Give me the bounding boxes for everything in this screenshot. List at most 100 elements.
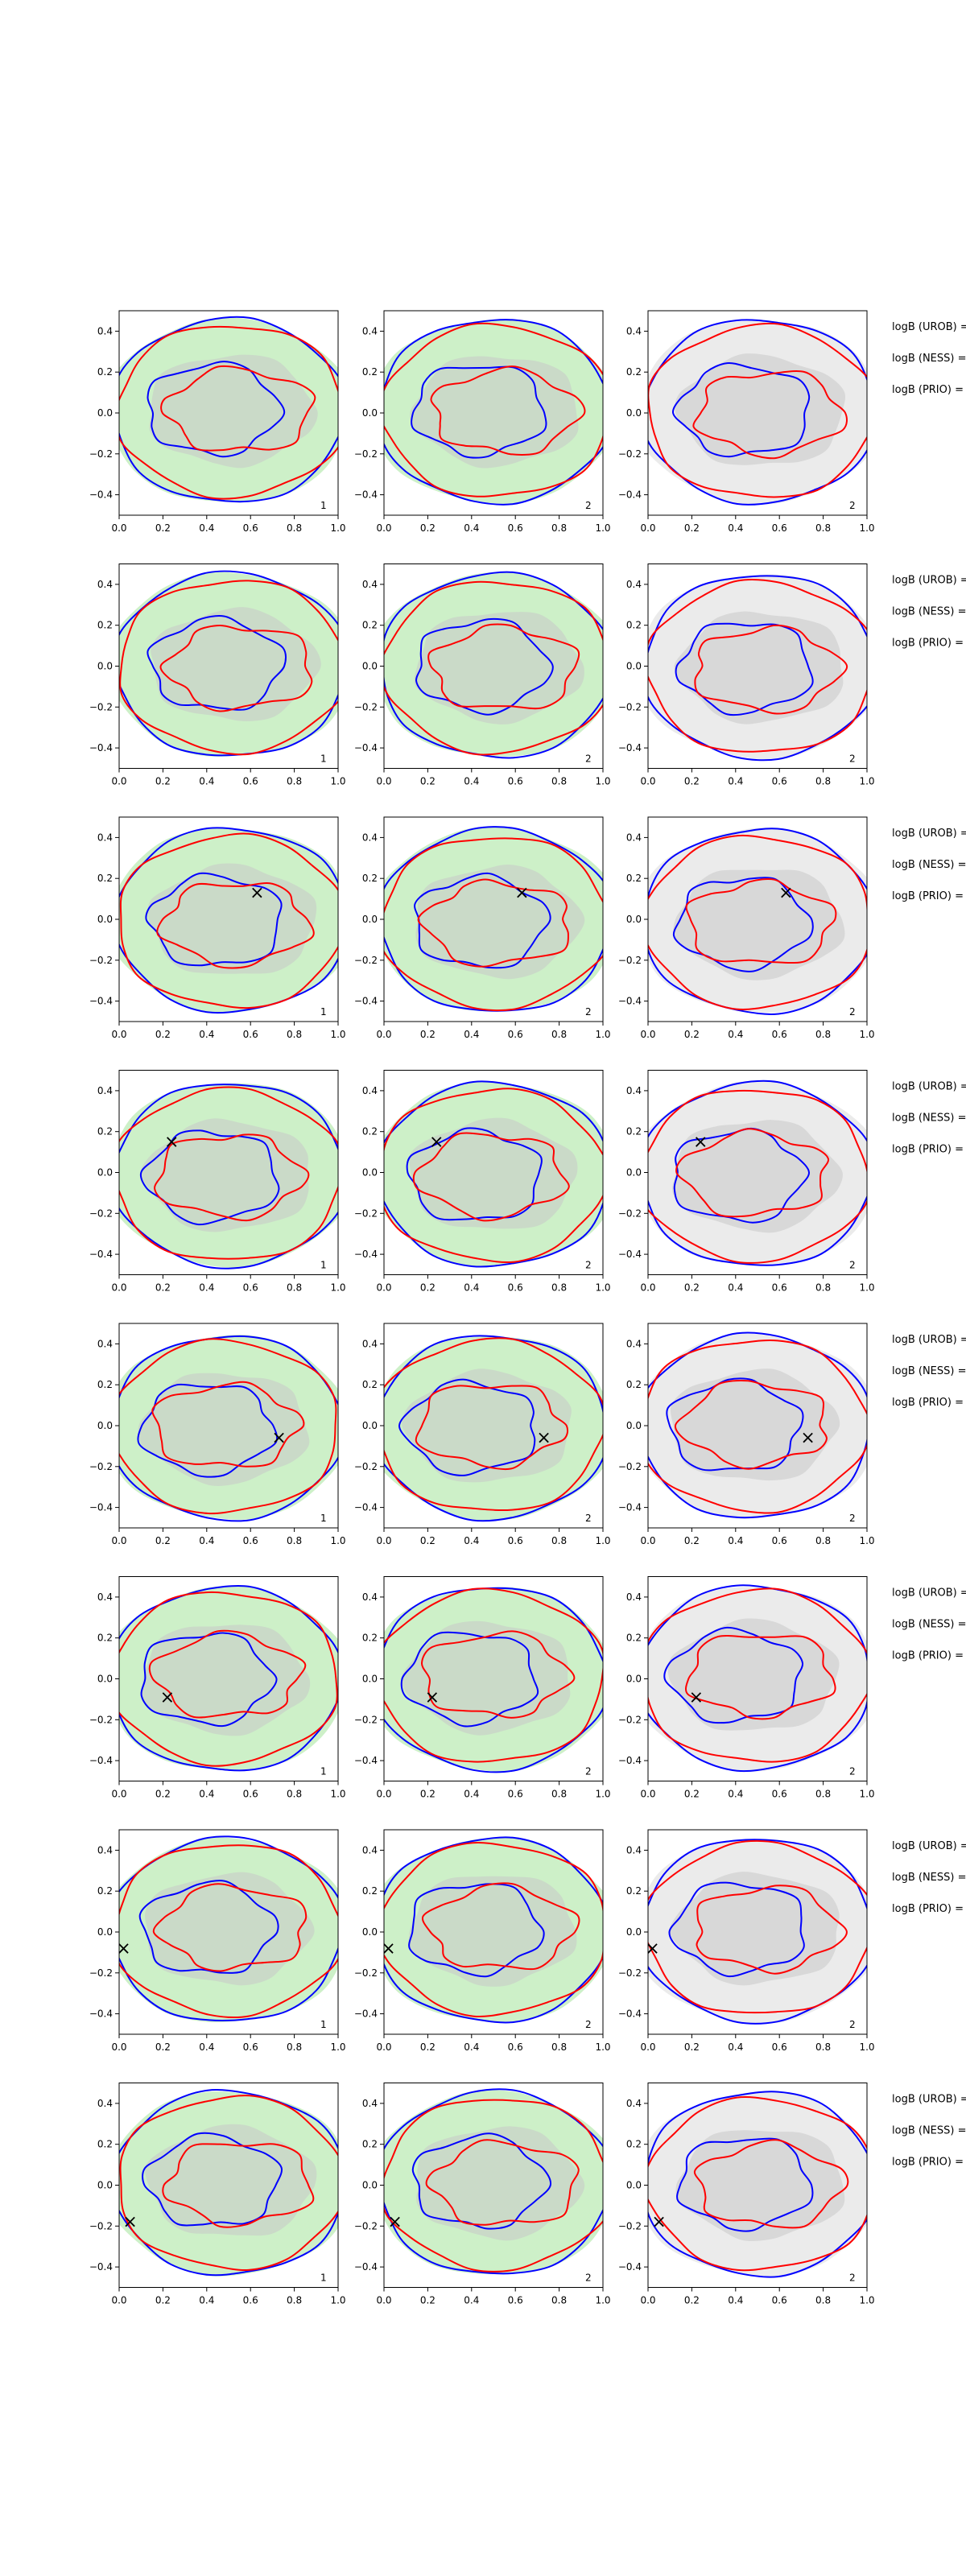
y-tick-label: 0.2 [626,1633,642,1644]
y-tick-label: −0.2 [618,1208,642,1219]
inner-density-region [673,869,845,980]
panel-id-label: 2 [849,1006,856,1018]
panel-id-label: 2 [849,1513,856,1524]
y-tick-label: 0.4 [626,325,642,336]
marker-cross: × [387,2212,402,2232]
y-tick-label: 0.2 [626,1126,642,1137]
plot-area: × [384,1836,603,2024]
x-tick-label: 0.4 [199,1029,214,1040]
plot-area: × [648,1584,867,1773]
contour-outer-series-b [648,834,867,1010]
side-label-2: logB (NESS) = [892,1619,966,1631]
x-tick-label: 0.4 [199,522,214,534]
x-tick-label: 0.2 [684,1789,700,1800]
plot-area: × [648,1331,867,1519]
x-tick-label: 0.8 [551,776,567,787]
inner-density-region [402,1368,572,1483]
contour-inner-series-b [694,624,848,715]
x-tick-label: 0.8 [551,2041,567,2053]
contour-inner-series-a [406,1127,543,1221]
x-tick-label: 0.6 [243,776,258,787]
marker-cross: × [429,1132,444,1152]
y-tick-label: 0.2 [362,1126,378,1137]
panel-r3-c3: × 2 0.0 0.2 0.4 0.6 0.8 1.0 −0.4 −0.2 0.0 0.2 0.4 [618,816,875,1040]
panel-id-label: 2 [585,2273,592,2284]
panel-r7-c2: × 2 0.0 0.2 0.4 0.6 0.8 1.0 −0.4 −0.2 0.0 0.2 0.4 [354,1829,611,2053]
y-tick-label: 0.4 [626,2098,642,2109]
contour-outer-series-b [119,832,338,1009]
contour-outer-series-b [384,1088,603,1264]
x-tick-label: 0.4 [728,522,743,534]
contour-inner-series-b [159,624,313,712]
x-tick-label: 0.2 [684,2295,700,2306]
x-tick-label: 0.0 [111,2295,126,2306]
side-label-1: logB (UROB) = [892,575,966,587]
y-tick-label: −0.2 [89,1208,113,1219]
x-tick-label: 1.0 [595,2295,610,2306]
panel-r3-c1: × 1 0.0 0.2 0.4 0.6 0.8 1.0 −0.4 −0.2 0.0 0.2 0.4 [89,816,346,1040]
x-tick-label: 0.6 [772,1282,787,1294]
x-tick-label: 0.0 [111,1789,126,1800]
panel-r4-c2: × 2 0.0 0.2 0.4 0.6 0.8 1.0 −0.4 −0.2 0.0 0.2 0.4 [354,1070,611,1294]
panel-r6-c3: × 2 0.0 0.2 0.4 0.6 0.8 1.0 −0.4 −0.2 0.0 0.2 0.4 [618,1576,875,1800]
y-tick-label: −0.4 [618,996,642,1007]
side-label-1: logB (UROB) = [892,1334,966,1346]
x-tick-label: 0.6 [508,522,523,534]
x-tick-label: 1.0 [859,2041,874,2053]
y-tick-label: 0.2 [362,1885,378,1897]
y-tick-label: −0.4 [354,1249,378,1260]
x-tick-label: 1.0 [595,776,610,787]
plot-area [384,319,603,506]
x-tick-label: 0.6 [243,2295,258,2306]
panel-id-label: 2 [849,500,856,511]
y-tick-label: 0.0 [626,661,642,672]
contour-inner-series-b [415,1385,569,1471]
y-tick-label: −0.4 [618,2261,642,2273]
x-tick-label: 0.4 [464,776,479,787]
contour-outer-series-a [384,1335,603,1522]
y-tick-label: 0.4 [97,1591,113,1603]
contour-inner-series-b [412,1132,570,1222]
inner-density-region [149,354,318,469]
plot-area [648,574,867,762]
contour-inner-series-b [421,1882,580,1971]
panel-row-2: 1 0.0 0.2 0.4 0.6 0.8 1.0 −0.4 −0.2 0.0 0.2 0.4 2 0.0… [89,564,966,787]
contour-outer-series-b [384,1587,603,1763]
panel-row-8: × 1 0.0 0.2 0.4 0.6 0.8 1.0 −0.4 −0.2 0.0 0.2 0.4 × 2 0… [89,2083,966,2306]
x-tick-label: 0.6 [508,1789,523,1800]
y-tick-label: −0.4 [618,1755,642,1766]
y-tick-label: 0.2 [362,366,378,378]
plot-area: × [119,827,338,1014]
contour-outer-series-a [384,2088,603,2275]
x-tick-label: 0.2 [420,522,436,534]
x-tick-label: 0.8 [551,1029,567,1040]
plot-area: × [119,1835,338,2023]
x-tick-label: 1.0 [595,522,610,534]
y-tick-label: 0.2 [97,1126,113,1137]
plot-area: × [384,1587,603,1773]
x-tick-label: 1.0 [595,1789,610,1800]
contour-inner-series-b [160,365,316,452]
contour-inner-series-a [668,1881,805,1978]
x-tick-label: 0.2 [684,2041,700,2053]
y-tick-label: 0.2 [362,620,378,631]
x-tick-label: 0.4 [464,2041,479,2053]
contour-outer-series-a [648,828,867,1015]
y-tick-label: −0.2 [354,2220,378,2231]
x-tick-label: 0.6 [772,522,787,534]
y-tick-label: 0.0 [97,1674,113,1685]
y-tick-label: 0.2 [97,873,113,884]
x-tick-label: 0.6 [772,1535,787,1546]
y-tick-label: −0.2 [354,701,378,712]
plot-area: × [384,1080,603,1268]
x-tick-label: 0.0 [111,776,126,787]
side-label-2: logB (NESS) = [892,606,966,618]
x-tick-label: 0.0 [111,522,126,534]
side-label-3: logB (PRIO) = [892,384,964,396]
panel-r2-c2: 2 0.0 0.2 0.4 0.6 0.8 1.0 −0.4 −0.2 0.0 0.2 0.4 [354,564,611,787]
contour-inner-series-b [693,2139,849,2229]
contour-inner-series-b [685,1634,836,1720]
y-tick-label: −0.4 [89,996,113,1007]
y-tick-label: 0.2 [626,2139,642,2150]
panel-id-label: 1 [320,2019,327,2030]
